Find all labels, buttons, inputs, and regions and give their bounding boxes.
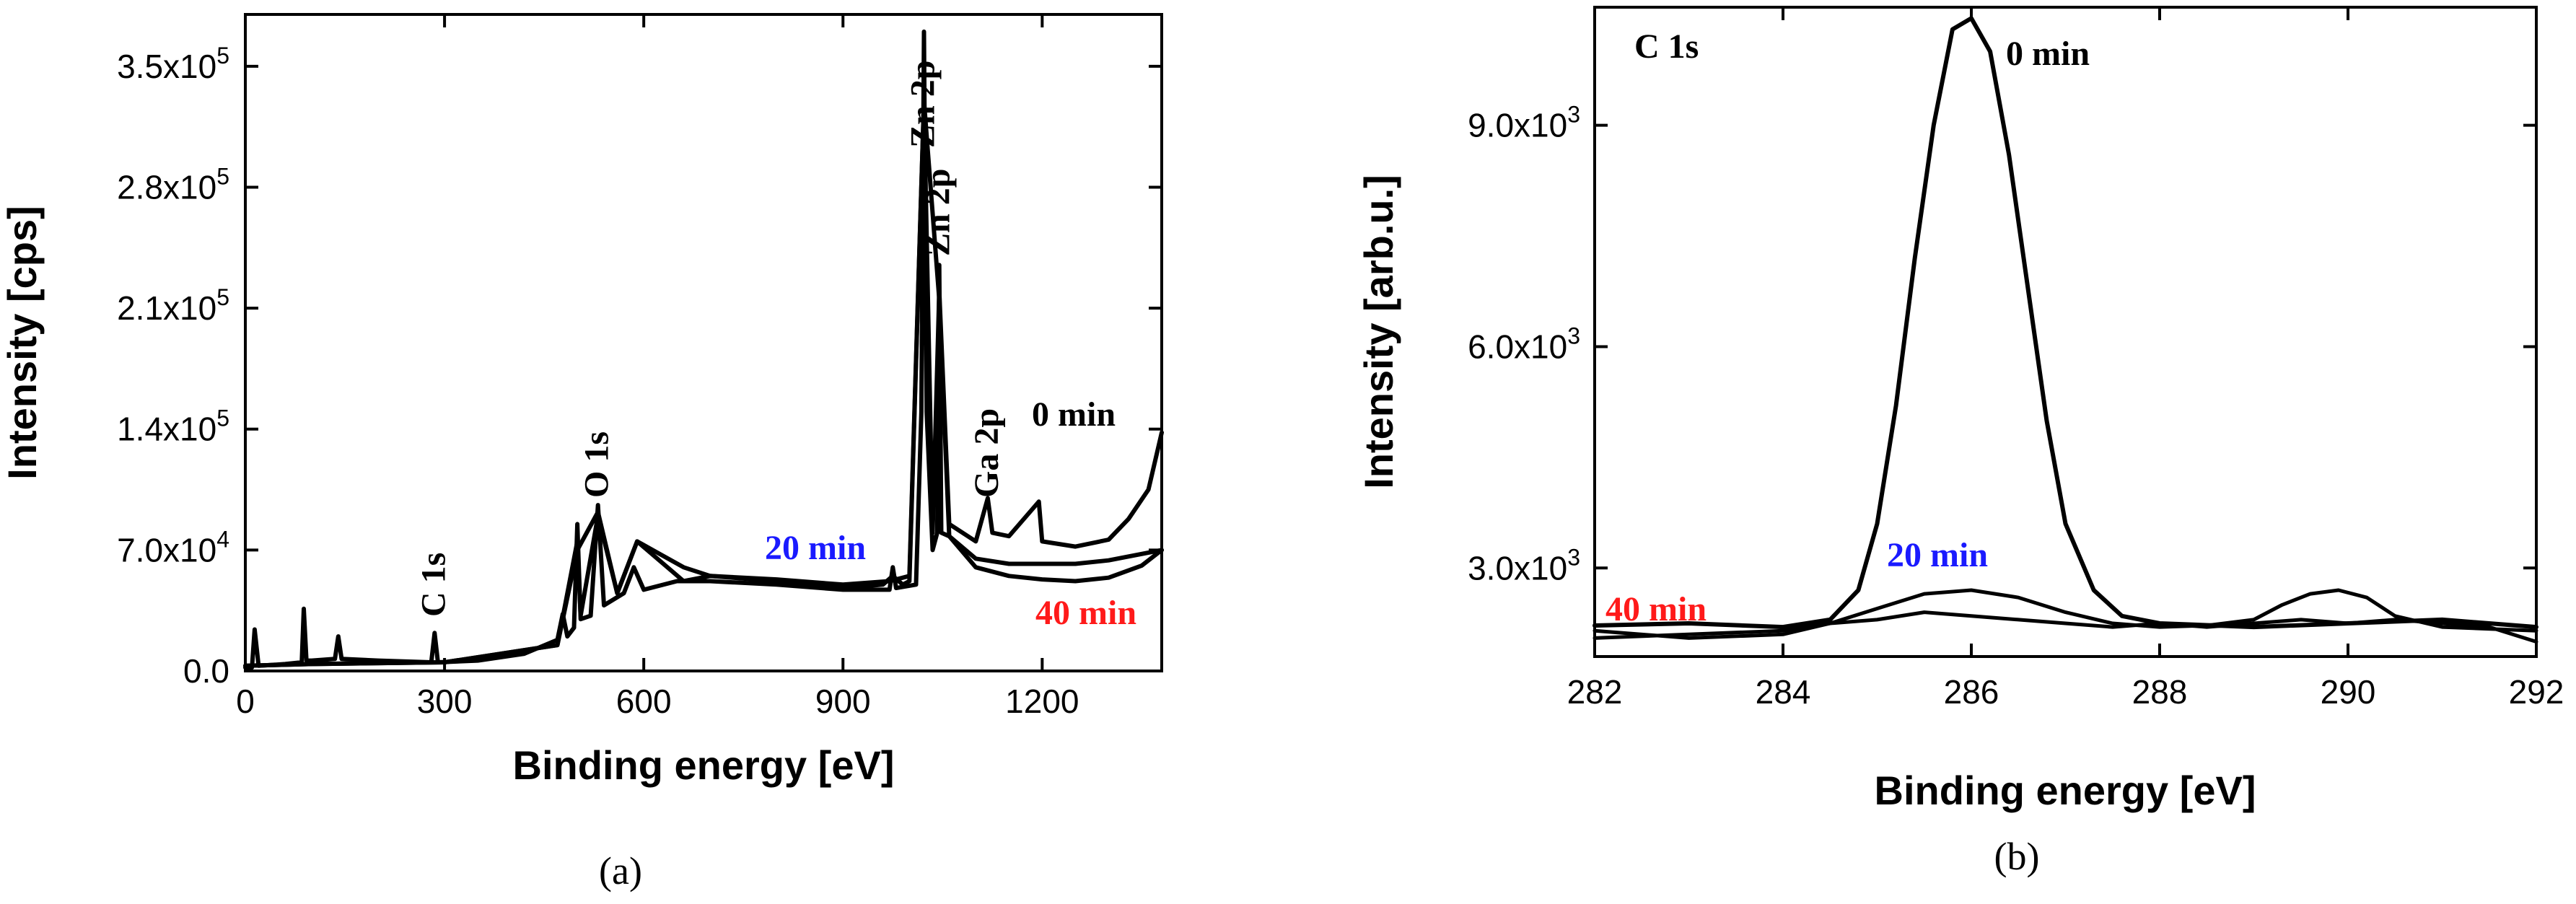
peak-label: Ga 2p bbox=[968, 408, 1006, 498]
x-tick-label: 600 bbox=[616, 683, 672, 720]
y-tick-label: 0.0 bbox=[183, 652, 229, 690]
plot-a-series-labels: 0 min 20 min 40 min bbox=[765, 395, 1136, 632]
y-tick-label: 3.0x103 bbox=[1468, 544, 1580, 587]
x-tick-label: 288 bbox=[2132, 673, 2188, 711]
peak-label: Zn 2p bbox=[919, 169, 958, 256]
plot-a-peak-annotations: C 1s O 1s Zn 2p Zn 2p Ga 2p bbox=[414, 61, 1006, 617]
plot-a-y-axis: 0.0 7.0x104 1.4x105 2.1x105 2.8x105 3.5x105 bbox=[117, 43, 1162, 690]
plot-a-x-axis-label: Binding energy [eV] bbox=[513, 742, 895, 788]
c1s-spectrum-panel: 282 284 286 288 290 292 3.0x103 6.0x103 9.0x103… bbox=[1356, 6, 2564, 878]
peak-label: C 1s bbox=[414, 553, 452, 617]
plot-b-x-axis-label: Binding energy [eV] bbox=[1875, 768, 2256, 813]
x-tick-label: 900 bbox=[815, 683, 871, 720]
plot-b-frame bbox=[1593, 6, 2538, 658]
panel-a-label: (a) bbox=[599, 849, 642, 892]
x-tick-label: 284 bbox=[1756, 673, 1811, 711]
y-tick-label: 3.5x105 bbox=[117, 43, 229, 85]
y-tick-label: 2.1x105 bbox=[117, 284, 229, 327]
series-label-0-min: 0 min bbox=[1032, 395, 1116, 434]
series-label-40-min: 40 min bbox=[1605, 590, 1707, 628]
x-tick-label: 300 bbox=[417, 683, 473, 720]
series-label-20-min: 20 min bbox=[765, 529, 866, 567]
series-label-20-min: 20 min bbox=[1887, 536, 1988, 574]
x-tick-label: 1200 bbox=[1005, 683, 1079, 720]
plot-b-title: C 1s bbox=[1634, 27, 1699, 66]
plot-a-y-axis-label: Intensity [cps] bbox=[0, 206, 45, 480]
series-line-40-min bbox=[1593, 610, 2538, 644]
peak-label: Zn 2p bbox=[904, 61, 942, 148]
series-label-0-min: 0 min bbox=[2006, 35, 2090, 73]
plot-a-traces bbox=[243, 29, 1164, 670]
y-tick-label: 9.0x103 bbox=[1468, 102, 1580, 144]
x-tick-label: 290 bbox=[2321, 673, 2376, 711]
y-tick-label: 7.0x104 bbox=[117, 526, 229, 569]
series-line-0-min bbox=[1593, 16, 2538, 630]
plot-b-traces bbox=[1593, 16, 2538, 644]
plot-b-y-axis: 3.0x103 6.0x103 9.0x103 bbox=[1468, 102, 2536, 587]
x-tick-label: 286 bbox=[1944, 673, 1999, 711]
x-tick-label: 0 bbox=[236, 683, 255, 720]
peak-label: O 1s bbox=[578, 431, 616, 498]
survey-spectrum-panel: 0 300 600 900 1200 0.0 7.0x104 1.4x105 2.1x105 2… bbox=[0, 13, 1164, 892]
plot-a-x-axis: 0 300 600 900 1200 bbox=[236, 14, 1079, 720]
y-tick-label: 6.0x103 bbox=[1468, 322, 1580, 365]
y-tick-label: 1.4x105 bbox=[117, 405, 229, 448]
plot-b-x-axis: 282 284 286 288 290 292 bbox=[1567, 7, 2564, 711]
series-line-20-min bbox=[1593, 588, 2538, 640]
plot-b-series-labels: 0 min 20 min 40 min bbox=[1605, 35, 2090, 628]
y-tick-label: 2.8x105 bbox=[117, 163, 229, 206]
plot-a-frame bbox=[244, 13, 1163, 672]
x-tick-label: 292 bbox=[2509, 673, 2564, 711]
panel-b-label: (b) bbox=[1994, 835, 2040, 878]
x-tick-label: 282 bbox=[1567, 673, 1623, 711]
series-label-40-min: 40 min bbox=[1035, 594, 1136, 632]
plot-b-y-axis-label: Intensity [arb.u.] bbox=[1356, 175, 1401, 489]
series-line-40-min bbox=[243, 98, 1164, 668]
